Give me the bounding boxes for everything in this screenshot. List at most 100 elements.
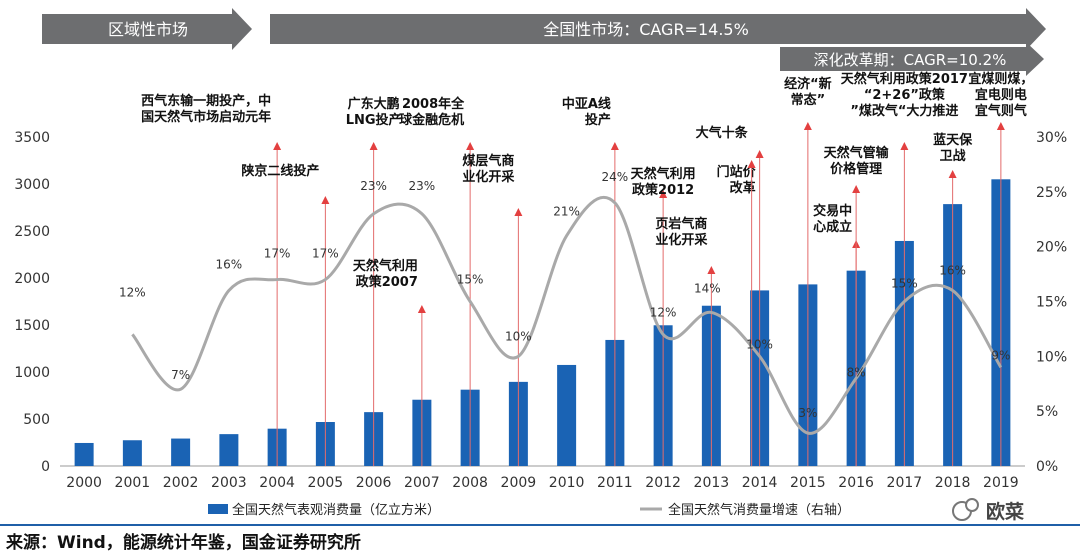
consumption-bar <box>219 434 239 466</box>
annotation-arrow-head <box>900 142 909 150</box>
x-tick-label: 2013 <box>694 475 730 491</box>
annotation-text: 天然气管输价格管理 <box>824 145 890 177</box>
x-tick-label: 2005 <box>308 475 344 491</box>
y-right-tick-label: 25% <box>1036 185 1067 201</box>
growth-data-label: 15% <box>457 273 484 287</box>
source-note: 来源：Wind，能源统计年鉴，国金证券研究所 <box>5 532 361 553</box>
consumption-bar <box>122 440 142 466</box>
annotation-arrow-head <box>996 122 1005 130</box>
annotation-text: 煤层气商业化开采 <box>462 153 515 185</box>
annotation-line: 煤层气商 <box>462 153 514 169</box>
annotation-line: 页岩气商 <box>655 216 707 232</box>
annotation-arrow-head <box>321 196 330 204</box>
growth-data-label: 10% <box>505 329 532 343</box>
y-right-tick-label: 10% <box>1036 349 1067 365</box>
watermark-text: 欧菜 <box>986 500 1024 523</box>
annotation-text: 广东大鹏 LNG投产 <box>346 96 402 128</box>
annotation-line: 大气十条 <box>696 125 749 141</box>
growth-data-label: 16% <box>216 258 243 272</box>
annotation-line: 宜电则电 <box>975 87 1027 103</box>
regional-arrow-label: 区域性市场 <box>108 20 188 39</box>
growth-line <box>131 195 1003 435</box>
annotation-arrow-head <box>417 305 426 313</box>
growth-data-label: 12% <box>119 285 146 299</box>
growth-data-label: 21% <box>553 205 580 219</box>
annotation-arrow-head <box>514 208 523 216</box>
y-left-tick-label: 500 <box>23 412 50 428</box>
annotation-arrow-head <box>948 170 957 178</box>
wechat-icon-bubble <box>965 498 979 512</box>
y-left-tick-label: 0 <box>41 459 50 475</box>
annotation-arrow-head <box>369 142 378 150</box>
y-left-tick-label: 2000 <box>14 271 50 287</box>
x-tick-label: 2018 <box>935 475 971 491</box>
consumption-bar <box>171 438 191 466</box>
legend-line-label: 全国天然气消费量增速（右轴） <box>668 502 850 518</box>
annotation-arrow-head <box>273 142 282 150</box>
legend: 全国天然气表观消费量（亿立方米） 全国天然气消费量增速（右轴） <box>208 502 850 518</box>
growth-data-label: 7% <box>171 368 190 382</box>
national-arrow <box>270 8 1046 50</box>
x-tick-label: 2009 <box>501 475 537 491</box>
x-tick-label: 2014 <box>742 475 778 491</box>
x-tick-label: 2019 <box>983 475 1019 491</box>
annotation-line: 价格管理 <box>830 161 882 177</box>
annotation-text: 西气东输一期投产，中国天然气市场启动元年 <box>141 93 271 125</box>
consumption-bar <box>74 442 94 466</box>
x-tick-label: 2004 <box>259 475 295 491</box>
annotation-line: 投产 <box>585 112 611 128</box>
annotation-arrow-head <box>755 150 764 158</box>
bar-series <box>74 179 1011 467</box>
x-tick-label: 2007 <box>404 475 440 491</box>
y-left-tick-label: 3000 <box>14 177 50 193</box>
annotation-line: 陕京二线投产 <box>241 163 319 179</box>
x-tick-label: 2017 <box>887 475 923 491</box>
x-tick-label: 2000 <box>66 475 102 491</box>
annotation-text: 经济“新常态” <box>784 76 832 108</box>
legend-bar-swatch <box>208 504 228 514</box>
y-right-tick-label: 20% <box>1036 240 1067 256</box>
annotation-text: 天然气利用政策2012 <box>631 166 696 198</box>
annotation-line: 天然气利用 <box>353 258 418 274</box>
growth-data-label: 17% <box>264 247 291 261</box>
x-tick-label: 2010 <box>549 475 585 491</box>
growth-data-label: 17% <box>312 247 339 261</box>
annotation-line: 常态” <box>791 92 826 108</box>
growth-data-label: 16% <box>939 264 966 278</box>
annotation-line: 业化开采 <box>462 169 515 185</box>
x-tick-label: 2006 <box>356 475 392 491</box>
annotation-arrow-head <box>707 266 716 274</box>
annotation-text: 陕京二线投产 <box>241 163 319 179</box>
growth-data-label: 12% <box>650 305 677 319</box>
annotation-line: 交易中 <box>813 203 852 219</box>
annotation-line: “2+26”政策 <box>864 87 946 103</box>
annotation-line: 2008年全 <box>402 96 465 112</box>
annotation-text: 大气十条 <box>696 125 749 141</box>
consumption-bar <box>557 364 577 466</box>
annotation-arrow-head <box>610 142 619 150</box>
annotation-line: 西气东输一期投产，中 <box>141 93 271 109</box>
y-left-tick-label: 2500 <box>14 224 50 240</box>
annotation-text: 交易中心成立 <box>813 203 852 235</box>
growth-data-label: 23% <box>409 179 436 193</box>
y-right-tick-label: 30% <box>1036 130 1067 146</box>
annotation-line: 球金融危机 <box>399 112 464 128</box>
annotation-line: ”煤改气“大力推进 <box>850 103 958 119</box>
y-left-tick-label: 3500 <box>14 130 50 146</box>
annotation-line: 心成立 <box>813 219 852 235</box>
annotation-line: 卫战 <box>940 148 966 164</box>
annotation-text: 中亚A线投产 <box>562 96 611 128</box>
annotation-line: 中亚A线 <box>562 96 611 112</box>
growth-data-label: 10% <box>746 337 773 351</box>
annotation-text: 蓝天保卫战 <box>933 132 973 164</box>
x-tick-label: 2015 <box>790 475 826 491</box>
annotation-line: 宜气则气 <box>975 103 1027 119</box>
annotation-line: 门站价 <box>717 164 757 180</box>
annotation-arrow-head <box>852 185 861 193</box>
annotation-line: 广东大鹏 <box>348 96 400 112</box>
growth-data-label: 8% <box>847 365 866 379</box>
growth-data-label: 24% <box>602 170 629 184</box>
x-tick-label: 2016 <box>838 475 874 491</box>
annotation-arrow-head <box>803 122 812 130</box>
annotation-line: 政策2007 <box>356 274 418 290</box>
